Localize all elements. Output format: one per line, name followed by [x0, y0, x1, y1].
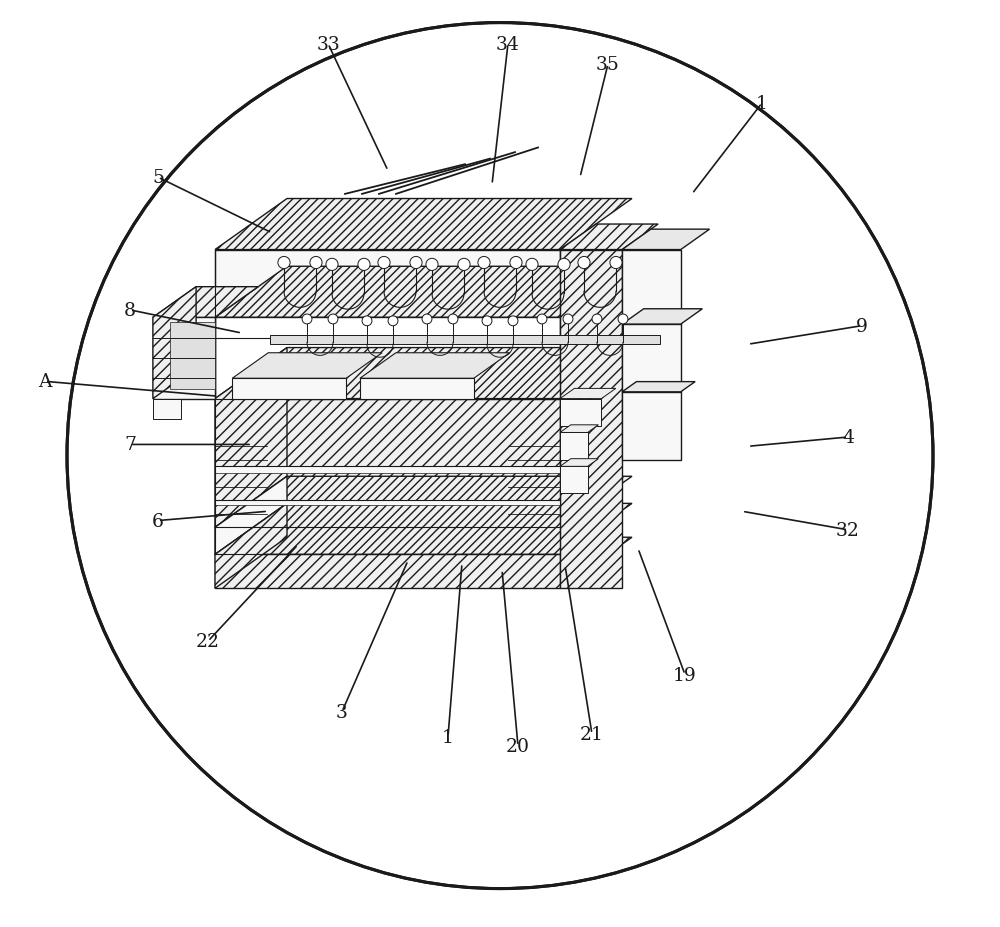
Polygon shape — [560, 459, 598, 467]
Circle shape — [426, 259, 438, 272]
Polygon shape — [622, 382, 695, 392]
Polygon shape — [215, 267, 632, 318]
Polygon shape — [153, 287, 258, 318]
Text: 1: 1 — [756, 95, 768, 113]
Polygon shape — [232, 353, 382, 379]
Circle shape — [422, 314, 432, 324]
Polygon shape — [215, 199, 632, 250]
Circle shape — [378, 257, 390, 270]
Text: 8: 8 — [124, 301, 136, 320]
Polygon shape — [622, 310, 702, 324]
Text: 22: 22 — [196, 632, 220, 651]
Text: 6: 6 — [152, 512, 164, 530]
Polygon shape — [215, 504, 632, 554]
Polygon shape — [560, 400, 601, 426]
Circle shape — [328, 314, 338, 324]
Polygon shape — [215, 476, 287, 554]
Circle shape — [362, 316, 372, 326]
Polygon shape — [560, 433, 588, 460]
Polygon shape — [360, 353, 510, 379]
Polygon shape — [622, 392, 681, 460]
Polygon shape — [560, 250, 622, 589]
Polygon shape — [287, 267, 632, 349]
Polygon shape — [215, 554, 560, 589]
Text: A: A — [38, 373, 52, 391]
Polygon shape — [560, 389, 616, 400]
Circle shape — [410, 257, 422, 270]
Polygon shape — [360, 379, 474, 400]
Polygon shape — [215, 318, 560, 400]
Polygon shape — [622, 250, 681, 324]
Polygon shape — [215, 527, 560, 554]
Polygon shape — [215, 291, 560, 318]
Circle shape — [278, 257, 290, 270]
Polygon shape — [153, 400, 180, 419]
Circle shape — [526, 259, 538, 272]
Circle shape — [448, 314, 458, 324]
Polygon shape — [215, 501, 560, 506]
Text: 4: 4 — [842, 428, 854, 447]
Polygon shape — [622, 230, 710, 250]
Text: 33: 33 — [316, 35, 340, 54]
Text: 3: 3 — [336, 703, 348, 721]
Text: 35: 35 — [596, 56, 620, 74]
Polygon shape — [153, 287, 196, 400]
Circle shape — [358, 259, 370, 272]
Text: 19: 19 — [673, 666, 697, 684]
Circle shape — [558, 259, 570, 272]
Circle shape — [326, 259, 338, 272]
Polygon shape — [215, 349, 632, 400]
Circle shape — [610, 257, 622, 270]
Circle shape — [508, 316, 518, 326]
Text: 1: 1 — [442, 728, 454, 746]
Text: 21: 21 — [580, 725, 604, 743]
Polygon shape — [153, 318, 215, 400]
Circle shape — [67, 23, 933, 889]
Polygon shape — [215, 400, 560, 527]
Polygon shape — [215, 504, 287, 589]
Circle shape — [592, 314, 602, 324]
Polygon shape — [215, 538, 632, 589]
Text: 34: 34 — [496, 35, 520, 54]
Polygon shape — [560, 425, 598, 433]
Text: 9: 9 — [856, 317, 868, 336]
Circle shape — [302, 314, 312, 324]
Polygon shape — [170, 323, 215, 390]
Polygon shape — [270, 336, 660, 345]
Circle shape — [578, 257, 590, 270]
Polygon shape — [215, 250, 560, 291]
Circle shape — [563, 314, 573, 324]
Text: 32: 32 — [836, 521, 860, 540]
Polygon shape — [215, 349, 287, 527]
Circle shape — [458, 259, 470, 272]
Polygon shape — [215, 476, 632, 527]
Circle shape — [510, 257, 522, 270]
Circle shape — [478, 257, 490, 270]
Polygon shape — [232, 379, 346, 400]
Polygon shape — [560, 224, 658, 250]
Circle shape — [537, 314, 547, 324]
Text: 20: 20 — [506, 737, 530, 756]
Polygon shape — [622, 324, 681, 392]
Text: 5: 5 — [152, 169, 164, 187]
Circle shape — [482, 316, 492, 326]
Polygon shape — [560, 467, 588, 494]
Polygon shape — [215, 349, 632, 400]
Text: 7: 7 — [124, 436, 136, 454]
Polygon shape — [215, 467, 560, 474]
Circle shape — [388, 316, 398, 326]
Circle shape — [618, 314, 628, 324]
Circle shape — [310, 257, 322, 270]
